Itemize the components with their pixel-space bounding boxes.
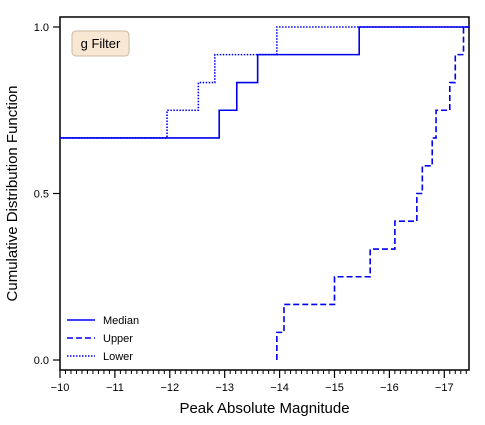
series-upper-line (276, 26, 469, 361)
data-series (60, 26, 469, 361)
y-axis-label: Cumulative Distribution Function (4, 86, 21, 302)
y-tick-label: 0.5 (34, 189, 49, 201)
x-axis-label: Peak Absolute Magnitude (179, 400, 349, 417)
y-tick-label: 0.0 (34, 355, 49, 367)
x-tick-label: −15 (325, 382, 344, 394)
filter-badge: g Filter (71, 30, 130, 57)
legend-label-upper: Upper (103, 333, 133, 345)
x-tick-label: −12 (160, 382, 179, 394)
filter-badge-text: g Filter (81, 36, 121, 51)
x-tick-label: −14 (270, 382, 289, 394)
legend-label-lower: Lower (103, 351, 133, 363)
series-median-line (60, 26, 469, 139)
x-tick-label: −10 (51, 382, 70, 394)
x-tick-label: −11 (106, 382, 124, 394)
x-tick-label: −13 (215, 382, 234, 394)
x-tick-label: −17 (435, 382, 454, 394)
legend: Median Upper Lower (67, 315, 139, 363)
filter-badge-box (71, 30, 130, 57)
axis-ticks: −10 −11 −12 −13 −14 −15 −16 −17 0.0 0.5 1.0 (34, 22, 467, 394)
legend-label-median: Median (103, 315, 139, 327)
y-tick-label: 1.0 (34, 22, 49, 34)
x-tick-label: −16 (380, 382, 399, 394)
series-lower-line (60, 26, 469, 139)
plot-frame (59, 16, 470, 371)
